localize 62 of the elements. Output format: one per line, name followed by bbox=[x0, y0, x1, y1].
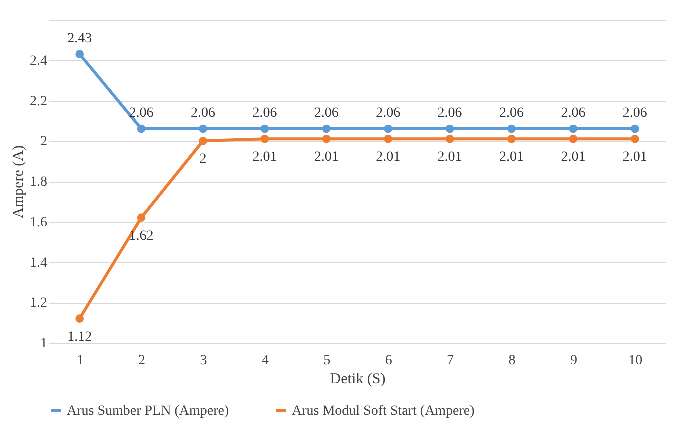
point bbox=[508, 124, 516, 134]
data-label: 2.01 bbox=[561, 150, 586, 166]
x-tick-label: 5 bbox=[324, 354, 331, 368]
y-tick-label: 2.4 bbox=[30, 54, 48, 69]
x-tick-label: 1 bbox=[76, 354, 84, 368]
point bbox=[630, 134, 640, 144]
point bbox=[446, 134, 454, 144]
data-label: 1.62 bbox=[129, 228, 154, 244]
data-label: 2.01 bbox=[622, 150, 648, 166]
data-label: 2.06 bbox=[252, 106, 278, 122]
point bbox=[569, 124, 578, 134]
y-tick-label: 1.8 bbox=[30, 175, 48, 190]
data-label: 2.43 bbox=[68, 31, 92, 46]
point bbox=[322, 134, 331, 144]
x-tick-label: 10 bbox=[628, 354, 643, 368]
x-axis-title: Detik (S) bbox=[330, 372, 386, 388]
point bbox=[199, 124, 208, 134]
point bbox=[569, 134, 578, 144]
y-tick-label: 1.2 bbox=[30, 296, 48, 312]
data-label: 2.06 bbox=[376, 106, 401, 122]
data-label: 2.01 bbox=[438, 150, 462, 166]
data-label: 2.06 bbox=[622, 106, 648, 122]
point bbox=[446, 124, 454, 134]
data-label: 2.01 bbox=[252, 150, 278, 166]
point bbox=[137, 124, 146, 134]
data-label: 2.06 bbox=[129, 106, 154, 122]
data-label: 2.06 bbox=[500, 106, 524, 122]
x-tick-label: 6 bbox=[385, 354, 392, 368]
data-label: 2 bbox=[200, 152, 207, 168]
point bbox=[76, 50, 84, 58]
y-tick-label: 1 bbox=[40, 336, 48, 352]
point bbox=[508, 134, 516, 144]
point bbox=[76, 314, 84, 323]
data-label: 2.06 bbox=[438, 106, 462, 122]
y-tick-label: 1.4 bbox=[30, 256, 48, 271]
x-tick-label: 4 bbox=[262, 354, 269, 368]
point bbox=[384, 134, 393, 144]
data-label: 2.01 bbox=[500, 150, 524, 166]
y-tick-label: 1.6 bbox=[30, 215, 48, 230]
y-tick-label: 2.2 bbox=[30, 94, 48, 110]
legend-label: Arus Sumber PLN (Ampere) bbox=[67, 404, 230, 419]
point bbox=[322, 124, 331, 134]
x-tick-label: 2 bbox=[138, 354, 146, 368]
point bbox=[384, 124, 393, 134]
legend-label: Arus Modul Soft Start (Ampere) bbox=[292, 404, 476, 419]
point bbox=[260, 134, 270, 144]
x-tick-label: 3 bbox=[200, 354, 208, 368]
point bbox=[137, 214, 146, 222]
point bbox=[199, 136, 208, 146]
data-label: 2.06 bbox=[314, 106, 339, 122]
data-label: 2.06 bbox=[191, 106, 216, 122]
data-label: 2.06 bbox=[561, 106, 586, 122]
x-tick-label: 9 bbox=[570, 354, 578, 368]
data-label: 2.01 bbox=[376, 150, 401, 166]
data-label: 2.01 bbox=[314, 150, 339, 166]
data-label: 1.12 bbox=[68, 330, 92, 345]
y-axis-title: Ampere (A) bbox=[11, 146, 27, 218]
y-tick-label: 2 bbox=[40, 134, 48, 150]
point bbox=[260, 124, 270, 134]
x-tick-label: 8 bbox=[508, 354, 516, 368]
point bbox=[630, 124, 640, 134]
x-tick-label: 7 bbox=[447, 354, 454, 368]
